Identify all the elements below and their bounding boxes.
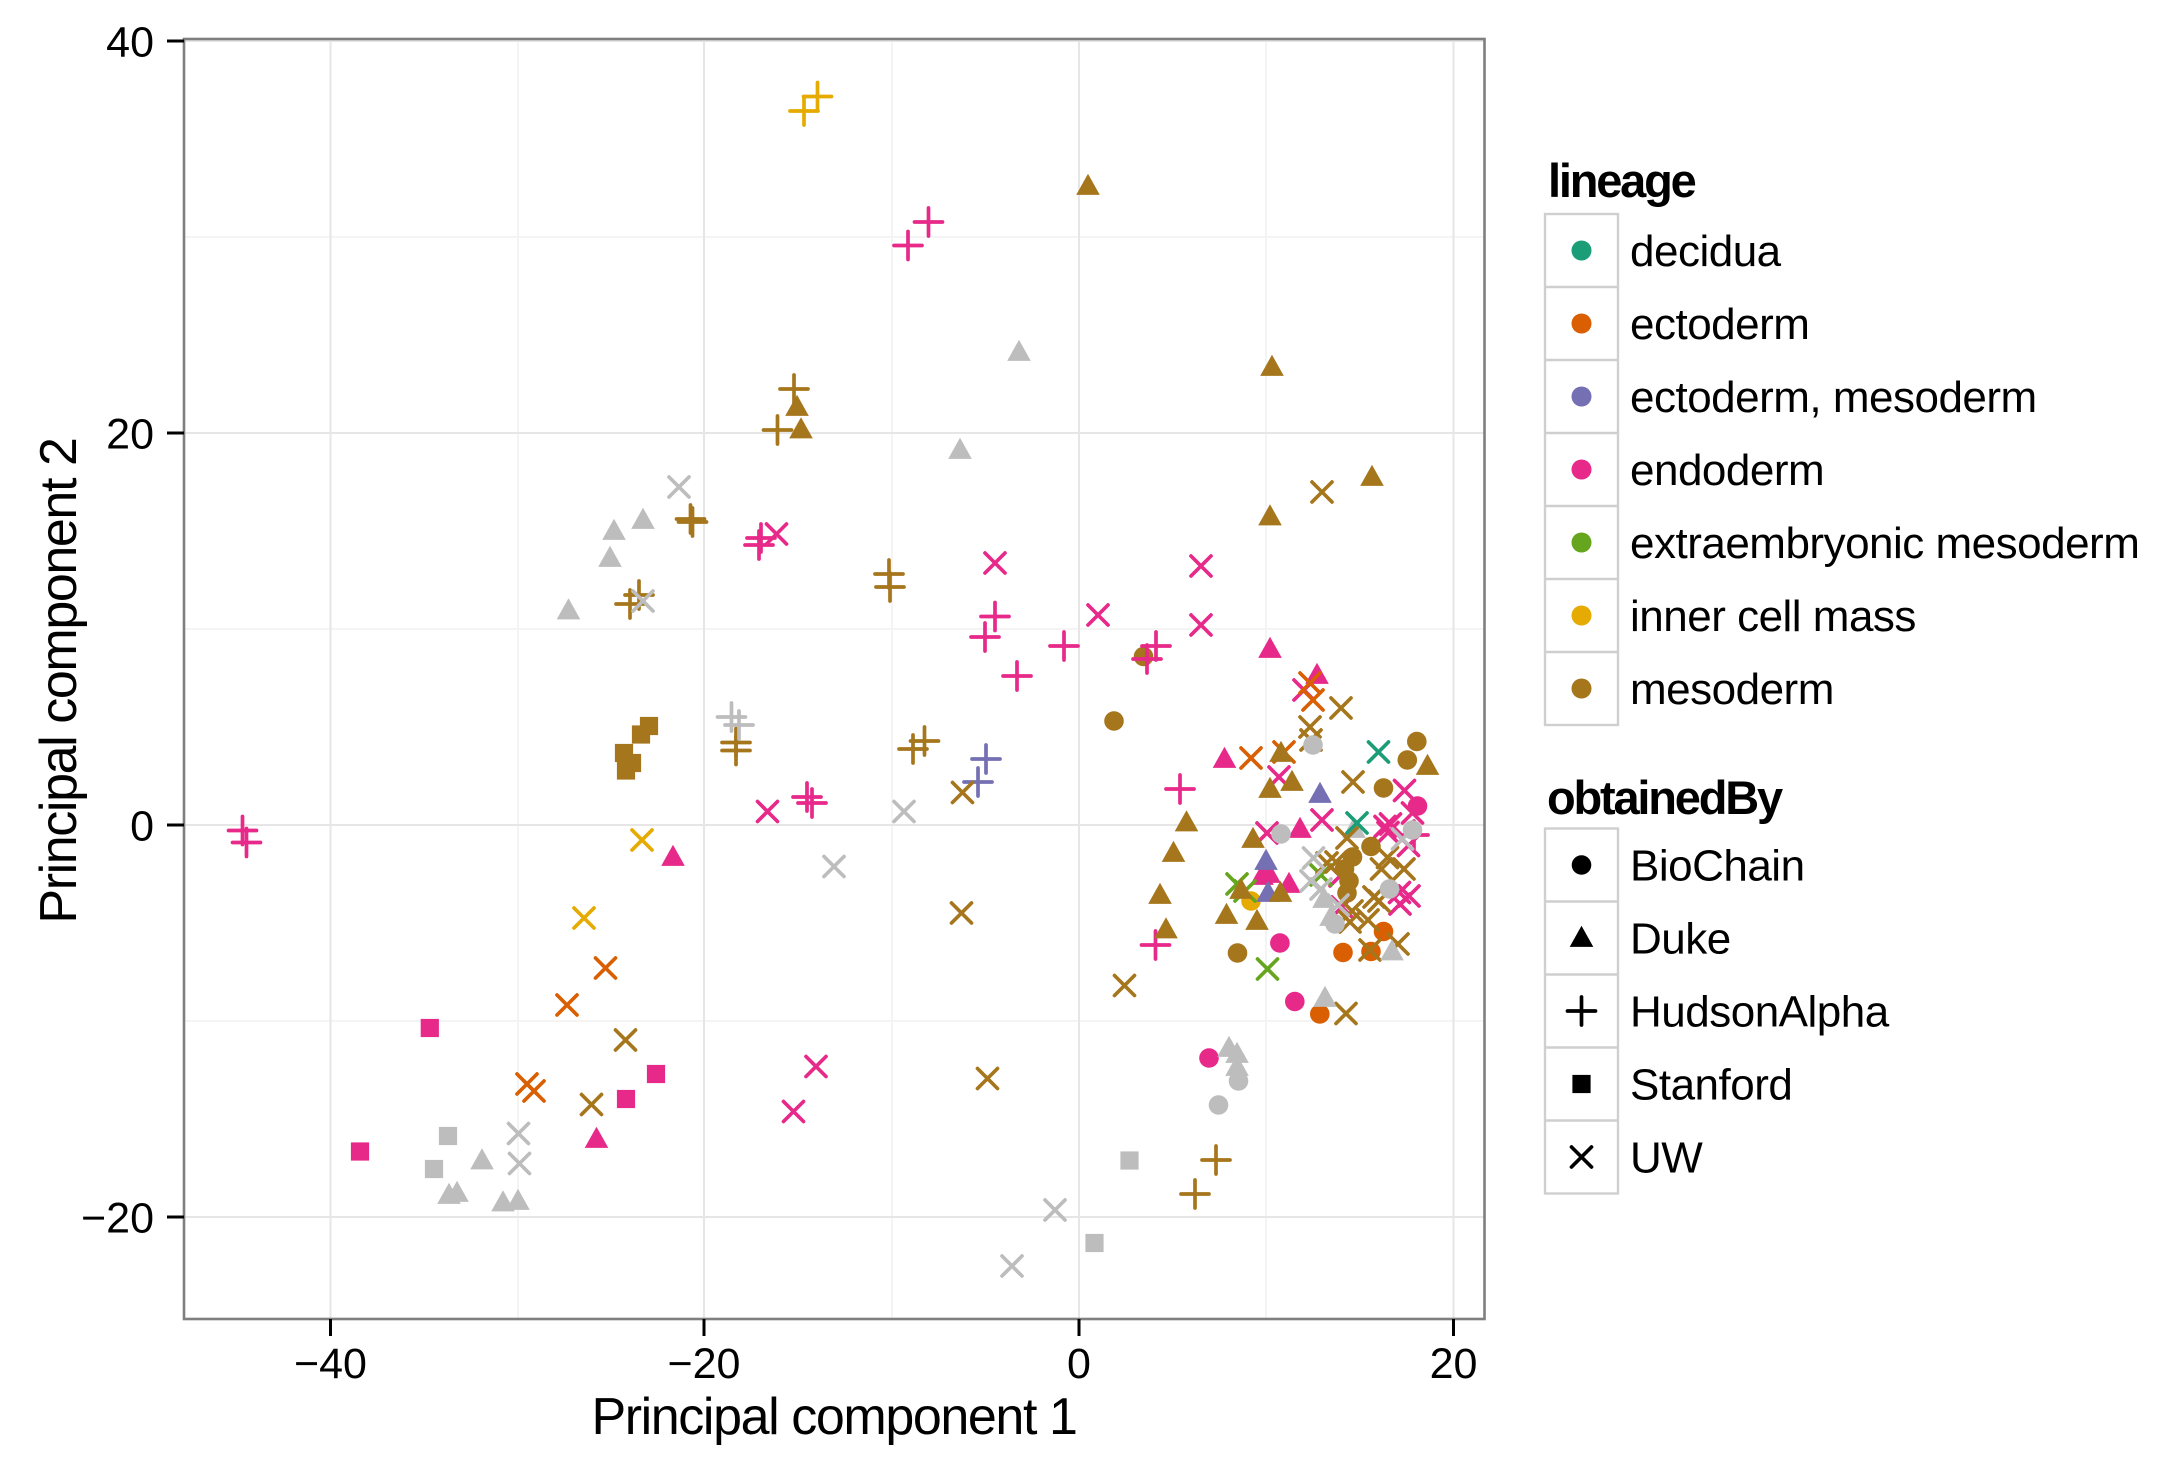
svg-text:ectoderm: ectoderm	[1630, 300, 1809, 349]
svg-text:Stanford: Stanford	[1630, 1061, 1792, 1110]
svg-text:obtainedBy: obtainedBy	[1547, 771, 1783, 824]
svg-text:20: 20	[106, 411, 154, 459]
svg-text:−20: −20	[668, 1340, 741, 1388]
svg-text:mesoderm: mesoderm	[1630, 665, 1834, 714]
svg-text:Duke: Duke	[1630, 915, 1731, 964]
svg-text:Principal component 2: Principal component 2	[30, 438, 88, 923]
svg-text:−40: −40	[294, 1340, 367, 1388]
svg-text:0: 0	[1067, 1340, 1091, 1388]
svg-text:ectoderm, mesoderm: ectoderm, mesoderm	[1630, 373, 2037, 422]
svg-text:BioChain: BioChain	[1630, 842, 1805, 891]
svg-text:inner cell mass: inner cell mass	[1630, 592, 1916, 641]
svg-text:0: 0	[130, 803, 154, 851]
svg-text:20: 20	[1430, 1340, 1478, 1388]
svg-text:HudsonAlpha: HudsonAlpha	[1630, 988, 1890, 1037]
svg-text:40: 40	[106, 19, 154, 67]
svg-text:UW: UW	[1630, 1134, 1703, 1183]
svg-text:−20: −20	[81, 1195, 154, 1243]
svg-text:Principal component 1: Principal component 1	[591, 1388, 1076, 1446]
svg-text:lineage: lineage	[1548, 154, 1696, 207]
svg-text:extraembryonic mesoderm: extraembryonic mesoderm	[1630, 519, 2139, 568]
svg-text:decidua: decidua	[1630, 227, 1782, 276]
svg-text:endoderm: endoderm	[1630, 446, 1824, 495]
